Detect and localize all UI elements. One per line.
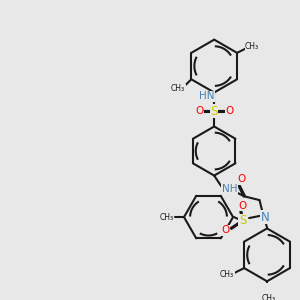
Text: O: O (237, 174, 246, 184)
Text: CH₃: CH₃ (220, 270, 234, 279)
Text: O: O (195, 106, 203, 116)
Text: S: S (239, 214, 246, 227)
Text: NH: NH (221, 184, 237, 194)
Text: O: O (225, 106, 233, 116)
Text: N: N (261, 211, 269, 224)
Text: CH₃: CH₃ (245, 42, 259, 51)
Text: CH₃: CH₃ (171, 84, 185, 93)
Text: O: O (221, 225, 230, 235)
Text: CH₃: CH₃ (262, 294, 276, 300)
Text: S: S (211, 105, 218, 118)
Text: CH₃: CH₃ (160, 213, 174, 222)
Text: O: O (238, 201, 247, 211)
Text: HN: HN (199, 91, 214, 101)
